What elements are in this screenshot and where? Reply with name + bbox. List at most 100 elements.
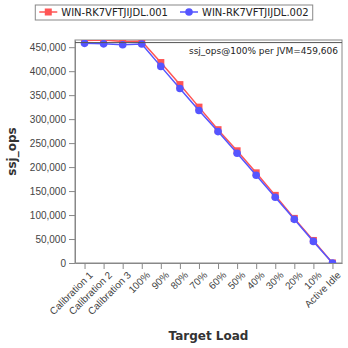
legend-label: WIN-RK7VFTJIJDL.001 <box>61 7 168 18</box>
y-tick-mark <box>69 143 75 144</box>
y-tick: 450,000 <box>30 42 75 53</box>
y-tick-label: 0 <box>60 258 66 269</box>
x-axis: Calibration 1Calibration 2Calibration 31… <box>47 263 343 317</box>
x-tick-label: 30% <box>264 269 286 291</box>
y-tick-mark <box>69 215 75 216</box>
x-tick: 30% <box>264 263 286 291</box>
x-tick-mark <box>313 263 314 269</box>
x-tick: 70% <box>187 263 209 291</box>
legend-marker <box>45 9 52 16</box>
x-tick-mark <box>180 263 181 269</box>
series-marker <box>252 171 260 179</box>
y-tick-mark <box>69 47 75 48</box>
x-tick-mark <box>237 263 238 269</box>
legend-marker <box>185 8 193 16</box>
x-tick-label: Active Idle <box>302 269 343 310</box>
series-marker <box>195 107 203 115</box>
y-tick: 200,000 <box>30 162 75 173</box>
y-tick: 150,000 <box>30 186 75 197</box>
x-tick-mark <box>256 263 257 269</box>
x-tick-label: 40% <box>245 269 267 291</box>
y-axis-line <box>75 41 76 264</box>
x-tick-label: 70% <box>187 269 209 291</box>
x-tick: 90% <box>149 263 171 291</box>
y-tick-mark <box>69 95 75 96</box>
y-tick-label: 200,000 <box>30 162 67 173</box>
x-tick-label: 60% <box>207 269 229 291</box>
series-line <box>85 40 333 263</box>
reference-line <box>75 42 342 43</box>
reference-label: ssj_ops@100% per JVM=459,606 <box>189 46 338 56</box>
series-marker <box>329 259 337 263</box>
x-tick-label: 90% <box>149 269 171 291</box>
x-tick-mark <box>199 263 200 269</box>
y-axis: 0 50,000 100,000 150,000 200,000 250,000 300,0… <box>30 41 76 269</box>
x-tick: 40% <box>245 263 267 291</box>
series-marker <box>81 40 89 47</box>
x-tick-label: 100% <box>126 269 152 295</box>
y-tick: 50,000 <box>35 234 75 245</box>
legend-item: WIN-RK7VFTJIJDL.002 <box>180 7 309 18</box>
series-marker <box>214 128 222 136</box>
x-tick-mark <box>142 263 143 269</box>
x-tick-mark <box>104 263 105 269</box>
x-tick-mark <box>218 263 219 269</box>
series-marker <box>157 63 165 71</box>
y-tick-label: 250,000 <box>30 138 67 149</box>
series-marker <box>176 85 184 93</box>
y-tick: 250,000 <box>30 138 75 149</box>
y-tick-label: 100,000 <box>30 210 67 221</box>
y-tick: 100,000 <box>30 210 75 221</box>
y-axis-title: ssj_ops <box>5 127 20 175</box>
y-tick-mark <box>69 263 75 264</box>
x-tick: Active Idle <box>302 263 343 310</box>
y-tick-label: 450,000 <box>30 42 67 53</box>
y-tick-mark <box>69 191 75 192</box>
x-tick: Calibration 3 <box>86 263 134 317</box>
y-tick: 400,000 <box>30 66 75 77</box>
y-tick-label: 50,000 <box>35 234 66 245</box>
x-tick-mark <box>275 263 276 269</box>
x-axis-line <box>76 263 343 264</box>
x-tick-mark <box>294 263 295 269</box>
x-tick-mark <box>332 263 333 269</box>
legend-item: WIN-RK7VFTJIJDL.001 <box>39 7 168 18</box>
y-tick-mark <box>69 167 75 168</box>
y-tick-label: 400,000 <box>30 66 67 77</box>
chart: 0 50,000 100,000 150,000 200,000 250,000 300,0… <box>0 0 348 348</box>
series-marker <box>271 193 279 201</box>
y-tick-label: 350,000 <box>30 90 67 101</box>
y-tick-mark <box>69 239 75 240</box>
series-marker <box>291 216 299 224</box>
x-tick-mark <box>123 263 124 269</box>
x-tick-mark <box>161 263 162 269</box>
series-line <box>85 43 333 263</box>
series-marker <box>233 149 241 157</box>
plot: 0 50,000 100,000 150,000 200,000 250,000 300,0… <box>30 37 343 317</box>
y-tick: 0 <box>60 258 75 269</box>
y-tick-mark <box>69 119 75 120</box>
legend-label: WIN-RK7VFTJIJDL.002 <box>202 7 309 18</box>
legend-box <box>35 5 312 20</box>
x-tick: 100% <box>126 263 152 295</box>
plot-background <box>75 40 342 263</box>
series-marker <box>310 238 318 246</box>
x-tick: 20% <box>283 263 305 291</box>
x-tick-label: Calibration 3 <box>86 269 134 317</box>
x-tick: 80% <box>168 263 190 291</box>
y-tick: 300,000 <box>30 114 75 125</box>
series-marker <box>100 40 108 48</box>
x-tick-mark <box>85 263 86 269</box>
x-tick: 50% <box>226 263 248 291</box>
series-marker <box>138 40 146 48</box>
x-tick-label: 80% <box>168 269 190 291</box>
y-tick-label: 150,000 <box>30 186 67 197</box>
x-tick: 60% <box>207 263 229 291</box>
x-axis-title: Target Load <box>169 329 249 343</box>
legend: WIN-RK7VFTJIJDL.001 WIN-RK7VFTJIJDL.002 <box>35 5 312 20</box>
x-tick-label: 50% <box>226 269 248 291</box>
x-tick-label: 20% <box>283 269 305 291</box>
y-tick-label: 300,000 <box>30 114 67 125</box>
y-tick-mark <box>69 71 75 72</box>
y-tick: 350,000 <box>30 90 75 101</box>
